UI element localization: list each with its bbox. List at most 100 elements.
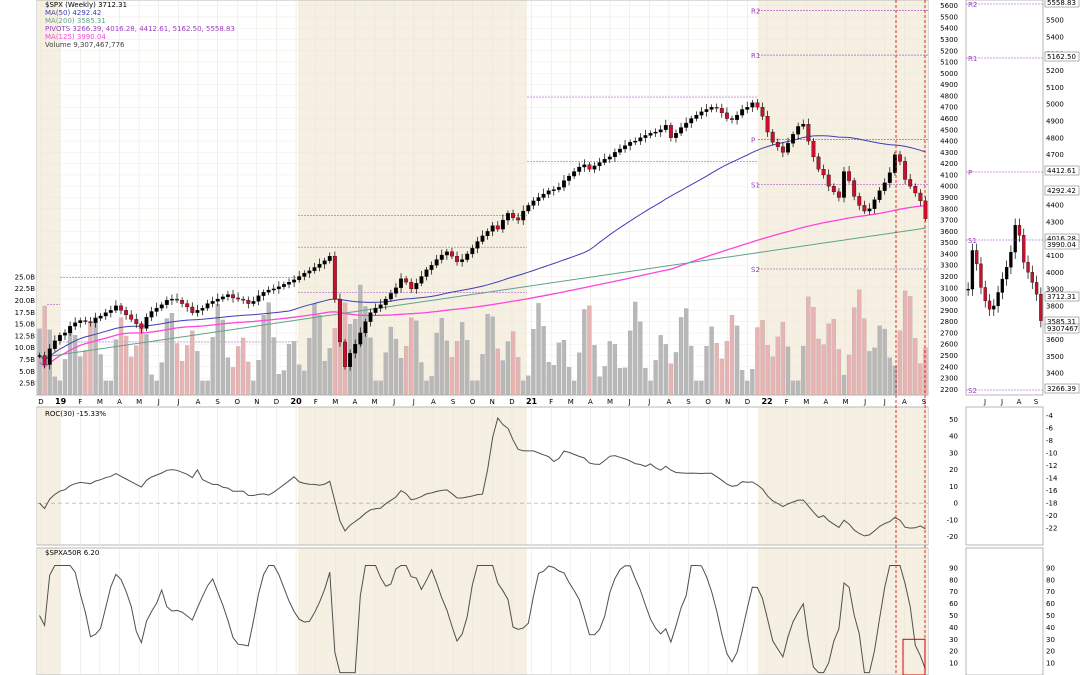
volume-bar — [246, 361, 251, 396]
candle-body — [205, 303, 210, 309]
candle-body — [882, 182, 887, 191]
price-y-tick: 5100 — [940, 59, 958, 67]
zoom-roc-tick: -10 — [1046, 450, 1057, 458]
volume-bar — [831, 319, 836, 396]
zoom-y-tick: 4900 — [1046, 118, 1064, 126]
volume-bar — [755, 327, 760, 396]
zoom-breadth-tick: 60 — [1046, 600, 1055, 608]
price-y-tick: 2800 — [940, 318, 958, 326]
volume-bar — [745, 380, 750, 396]
zoom-roc-tick: -4 — [1046, 412, 1054, 420]
candle-body — [724, 112, 729, 119]
price-y-tick: 4400 — [940, 138, 958, 146]
zoom-y-tick: 3900 — [1046, 286, 1064, 294]
volume-bar — [495, 348, 500, 396]
zoom-y-tick: 4000 — [1046, 269, 1064, 277]
right-value-label: 3990.04 — [1047, 241, 1076, 249]
candle-body — [485, 231, 490, 237]
candle-body — [251, 301, 256, 304]
candle-body — [877, 190, 882, 200]
price-y-tick: 4300 — [940, 149, 958, 157]
candle-body — [455, 256, 459, 262]
candle-body — [516, 217, 521, 221]
volume-y-tick: 2.5B — [19, 380, 35, 388]
candle-body — [450, 251, 454, 257]
volume-bar — [129, 356, 134, 396]
x-tick-label: D — [274, 398, 279, 406]
breadth-y-tick: 60 — [949, 600, 958, 608]
candle-body — [556, 187, 561, 190]
price-y-tick: 2300 — [940, 375, 958, 383]
candle-body — [236, 297, 241, 300]
right-value-label: 5162.50 — [1047, 53, 1076, 61]
volume-bar — [500, 360, 506, 396]
candle-body — [923, 200, 928, 219]
zoom-y-tick: 3400 — [1046, 370, 1064, 378]
zoom-roc-tick: -8 — [1046, 437, 1053, 445]
price-y-tick: 3700 — [940, 217, 958, 225]
right-value-box — [1044, 291, 1080, 302]
candle-body — [37, 355, 42, 357]
candle-body — [129, 314, 134, 320]
x-tick-label: M — [136, 398, 142, 406]
volume-bar — [526, 375, 531, 396]
volume-bar — [200, 380, 205, 396]
candle-body — [913, 186, 918, 194]
x-tick-label: O — [234, 398, 240, 406]
volume-bar — [419, 362, 424, 396]
candle-body — [373, 307, 378, 313]
volume-bar — [862, 318, 867, 396]
x-tick-label: A — [117, 398, 122, 406]
candle-body — [231, 294, 235, 299]
zoom-x-tick: J — [1000, 398, 1003, 406]
breadth-y-tick: 70 — [949, 588, 958, 596]
volume-bar — [673, 352, 679, 396]
candle-body — [887, 172, 892, 183]
right-value-box — [1044, 165, 1080, 176]
volume-bar — [398, 358, 404, 396]
volume-bar — [836, 349, 842, 396]
zoom-roc-tick: -18 — [1046, 500, 1057, 508]
candle-body — [154, 307, 159, 312]
price-y-tick: 5300 — [940, 36, 958, 44]
candle-body — [73, 322, 78, 327]
year-band-2-0 — [37, 548, 60, 675]
volume-bar — [796, 380, 801, 396]
volume-bar — [882, 328, 887, 396]
roc-y-tick: 10 — [949, 483, 958, 491]
zoom-candle-body — [1034, 282, 1039, 295]
volume-bar — [174, 343, 180, 396]
x-tick-label: M — [568, 398, 574, 406]
candle-body — [108, 310, 113, 313]
volume-bar — [801, 345, 806, 396]
x-tick-label: S — [215, 398, 220, 406]
volume-bar — [846, 354, 852, 396]
x-tick-label: N — [725, 398, 730, 406]
x-tick-label: F — [785, 398, 789, 406]
zoom-y-tick: 3800 — [1046, 302, 1064, 310]
candle-body — [394, 287, 398, 294]
candle-body — [332, 256, 337, 300]
candle-body — [531, 200, 536, 206]
candle-body — [780, 146, 785, 153]
price-y-tick: 5200 — [940, 47, 958, 55]
candle-body — [292, 279, 297, 283]
price-y-tick: 3800 — [940, 205, 958, 213]
right-value-label: 3585.31 — [1047, 318, 1076, 326]
candle-body — [93, 318, 98, 323]
candle-body — [460, 259, 465, 262]
volume-bar — [668, 363, 674, 396]
breadth-y-tick: 80 — [949, 576, 958, 584]
volume-bar — [852, 307, 857, 396]
x-tick-label: 21 — [526, 397, 538, 406]
volume-bar — [291, 341, 297, 396]
candle-body — [842, 171, 846, 198]
zoom-breadth-tick: 90 — [1046, 564, 1055, 572]
volume-bar — [633, 301, 638, 396]
candle-body — [220, 296, 225, 300]
zoom-candle-body — [1022, 235, 1026, 263]
volume-bar — [592, 345, 597, 396]
volume-bar — [154, 380, 159, 396]
volume-bar — [271, 337, 276, 396]
candle-body — [577, 166, 582, 172]
